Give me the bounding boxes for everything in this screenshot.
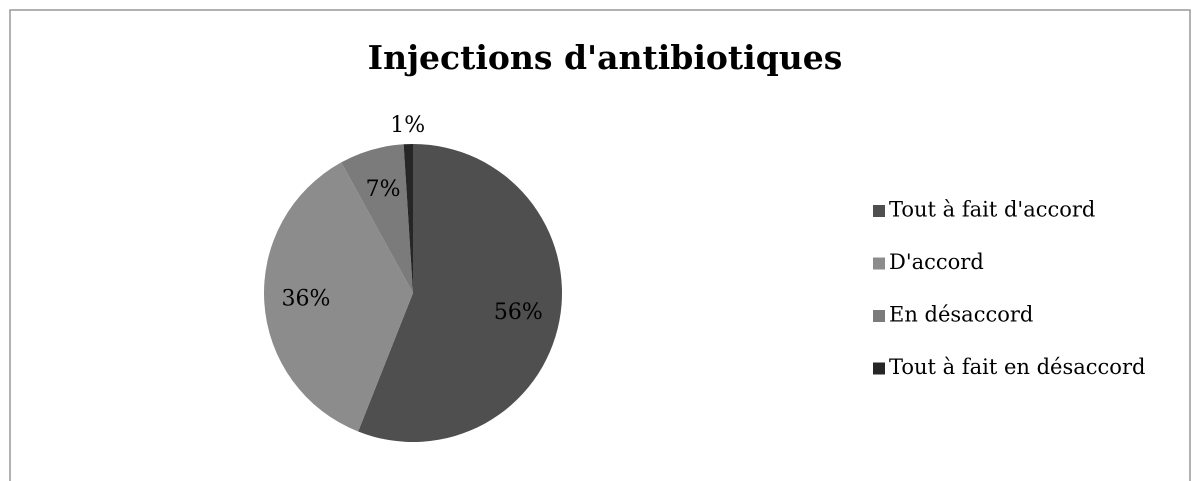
pie-slice xyxy=(403,144,413,293)
legend-label: En désaccord xyxy=(889,303,1033,327)
legend-swatch xyxy=(873,310,885,322)
data-label: 56% xyxy=(494,300,543,325)
chart-frame xyxy=(9,9,1191,481)
legend-swatch xyxy=(873,257,885,270)
data-label: 7% xyxy=(366,177,401,202)
chart-title: Injections d'antibiotiques xyxy=(368,38,843,77)
legend-label: D'accord xyxy=(889,250,984,274)
pie-slice xyxy=(341,144,413,293)
pie-slice xyxy=(264,162,413,432)
legend-swatch xyxy=(873,362,885,375)
data-label: 1% xyxy=(390,113,425,138)
legend-label: Tout à fait d'accord xyxy=(889,198,1095,222)
data-label: 36% xyxy=(281,287,330,312)
legend-label: Tout à fait en désaccord xyxy=(889,355,1145,379)
legend-swatch xyxy=(873,205,885,217)
pie-slice xyxy=(358,144,563,442)
